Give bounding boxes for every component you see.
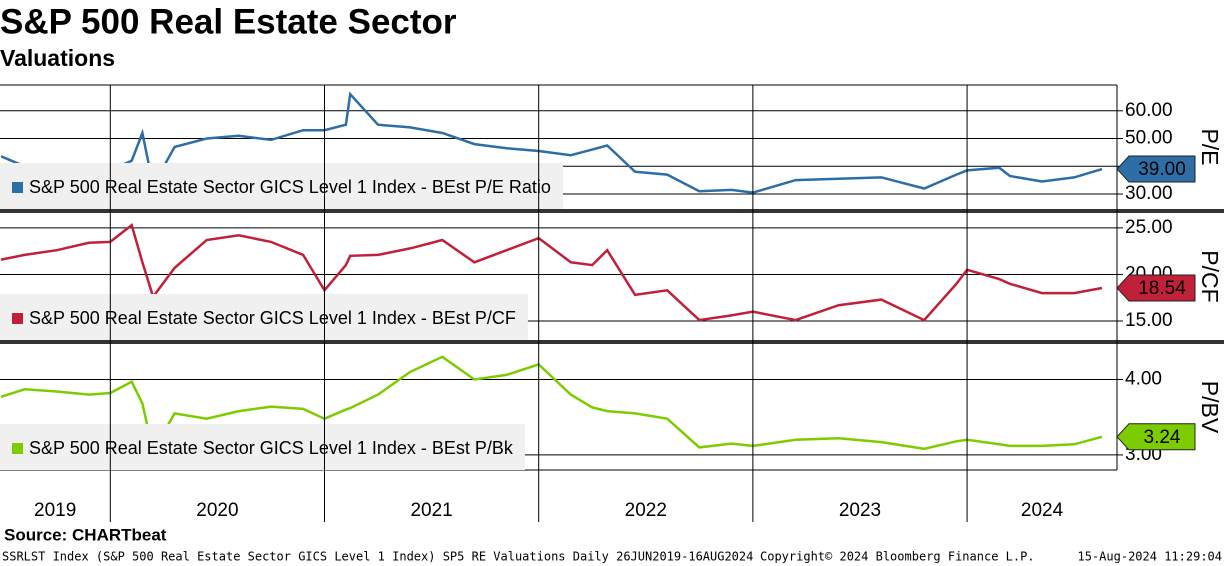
- x-tick-label: 2020: [196, 500, 238, 521]
- legend-background: [0, 294, 528, 340]
- value-label: 18.54: [1138, 278, 1186, 299]
- legend-label: S&P 500 Real Estate Sector GICS Level 1 …: [29, 177, 551, 197]
- x-tick-label: 2024: [1021, 500, 1064, 521]
- value-label: 39.00: [1138, 159, 1186, 180]
- legend-label: S&P 500 Real Estate Sector GICS Level 1 …: [29, 438, 514, 458]
- legend-swatch: [12, 182, 23, 193]
- legend: S&P 500 Real Estate Sector GICS Level 1 …: [0, 424, 525, 470]
- y-tick-label: 15.00: [1125, 310, 1173, 331]
- legend-label: S&P 500 Real Estate Sector GICS Level 1 …: [29, 308, 516, 328]
- y-tick-label: 4.00: [1125, 368, 1162, 389]
- legend-swatch: [12, 443, 23, 454]
- legend-background: [0, 424, 525, 470]
- x-tick-label: 2023: [839, 500, 881, 521]
- panel-separator: [0, 209, 1224, 213]
- value-label-box: [1116, 155, 1196, 183]
- value-label-box: [1116, 423, 1196, 451]
- footer-center: Copyright© 2024 Bloomberg Finance L.P.: [760, 550, 1035, 564]
- y-axis-title: P/BV: [1197, 381, 1223, 434]
- y-axis-title: P/CF: [1197, 250, 1223, 302]
- y-tick-label: 50.00: [1125, 128, 1173, 149]
- y-axis-title: P/E: [1197, 128, 1223, 165]
- legend: S&P 500 Real Estate Sector GICS Level 1 …: [0, 163, 563, 209]
- y-tick-label: 25.00: [1125, 217, 1173, 238]
- value-label-box: [1116, 274, 1196, 302]
- legend: S&P 500 Real Estate Sector GICS Level 1 …: [0, 294, 528, 340]
- legend-swatch: [12, 313, 23, 324]
- source: Source: CHARTbeat: [4, 525, 167, 544]
- legend-background: [0, 163, 563, 209]
- x-tick-label: 2019: [34, 500, 76, 521]
- value-label: 3.24: [1144, 427, 1181, 448]
- panel-separator: [0, 340, 1224, 344]
- footer-left: SSRLST Index (S&P 500 Real Estate Sector…: [2, 550, 753, 564]
- y-tick-label: 60.00: [1125, 100, 1173, 121]
- x-tick-label: 2022: [625, 500, 667, 521]
- chart-subtitle: Valuations: [0, 45, 115, 71]
- y-tick-label: 30.00: [1125, 183, 1173, 204]
- chart-title: S&P 500 Real Estate Sector: [0, 2, 457, 41]
- footer-right: 15-Aug-2024 11:29:04: [1078, 550, 1223, 564]
- x-tick-label: 2021: [410, 500, 452, 521]
- series-line: [0, 222, 1103, 322]
